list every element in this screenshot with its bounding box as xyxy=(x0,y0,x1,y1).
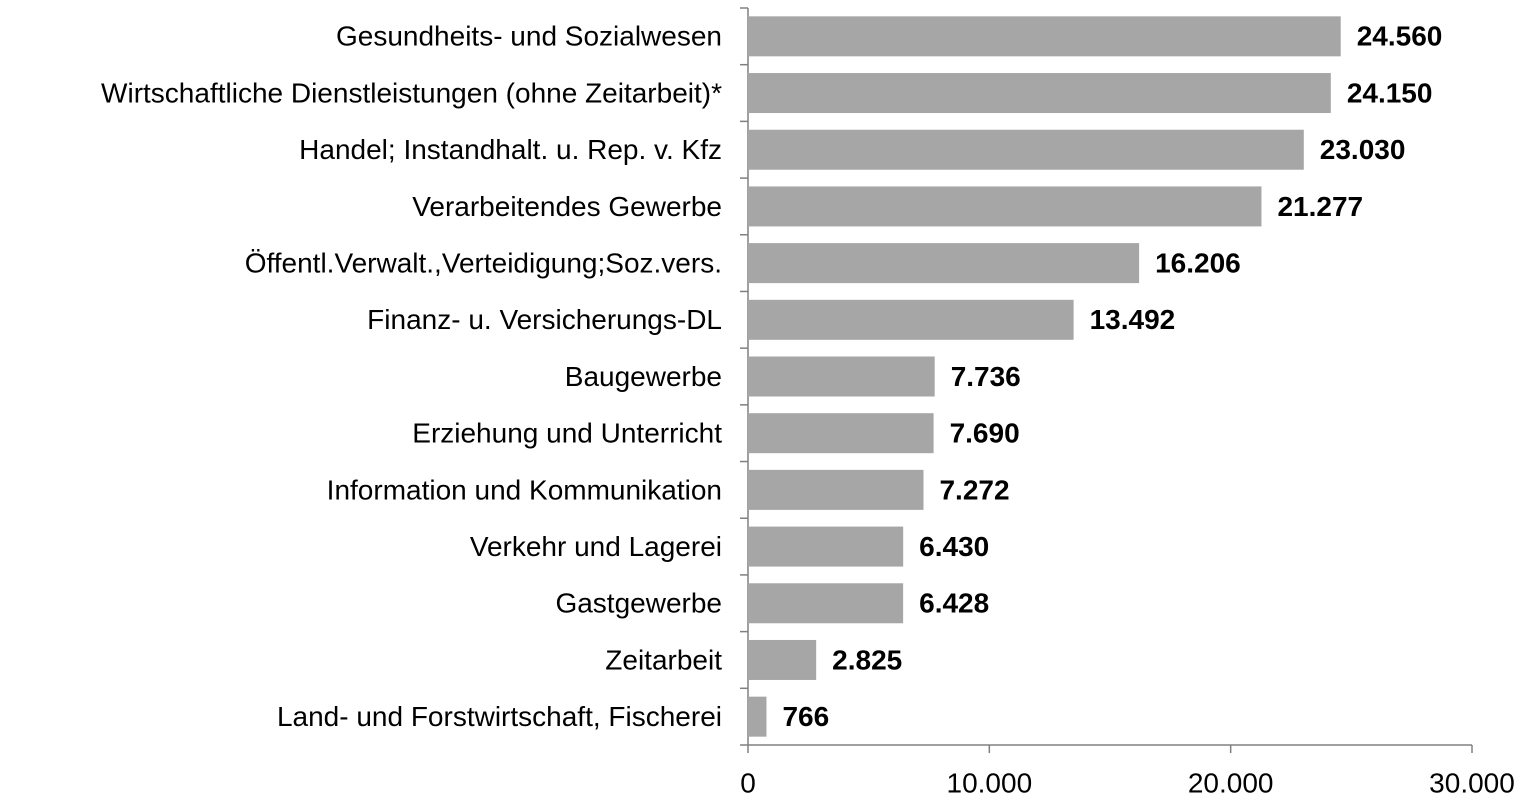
bar xyxy=(748,696,767,737)
bar xyxy=(748,73,1331,114)
bar xyxy=(748,129,1304,170)
x-tick-label: 10.000 xyxy=(947,767,1033,798)
y-tick-label: Wirtschaftliche Dienstleistungen (ohne Z… xyxy=(101,77,722,108)
value-label: 16.206 xyxy=(1155,248,1241,279)
value-label: 13.492 xyxy=(1090,304,1176,335)
y-tick-label: Öffentl.Verwalt.,Verteidigung;Soz.vers. xyxy=(245,248,722,279)
bar xyxy=(748,583,904,624)
bar xyxy=(748,243,1140,284)
value-label: 7.272 xyxy=(939,474,1009,505)
value-label: 24.560 xyxy=(1357,21,1443,52)
y-tick-label: Zeitarbeit xyxy=(605,644,722,675)
y-tick-label: Gesundheits- und Sozialwesen xyxy=(336,21,722,52)
x-tick-label: 0 xyxy=(740,767,756,798)
value-label: 24.150 xyxy=(1347,77,1433,108)
y-tick-label: Verarbeitendes Gewerbe xyxy=(412,191,722,222)
y-tick-label: Finanz- u. Versicherungs-DL xyxy=(367,304,722,335)
value-label: 766 xyxy=(782,701,829,732)
x-tick-label: 30.000 xyxy=(1429,767,1515,798)
x-tick-label: 20.000 xyxy=(1188,767,1274,798)
value-label: 6.430 xyxy=(919,531,989,562)
bar xyxy=(748,639,817,680)
value-label: 21.277 xyxy=(1277,191,1363,222)
bar xyxy=(748,526,904,567)
value-label: 6.428 xyxy=(919,588,989,619)
bar xyxy=(748,299,1074,340)
value-label: 23.030 xyxy=(1320,134,1406,165)
value-label: 2.825 xyxy=(832,644,902,675)
y-tick-label: Verkehr und Lagerei xyxy=(470,531,722,562)
value-label: 7.736 xyxy=(951,361,1021,392)
bar xyxy=(748,186,1262,227)
bar xyxy=(748,356,935,397)
bar xyxy=(748,413,934,454)
y-tick-label: Handel; Instandhalt. u. Rep. v. Kfz xyxy=(299,134,722,165)
y-tick-label: Gastgewerbe xyxy=(555,588,722,619)
y-tick-label: Baugewerbe xyxy=(565,361,722,392)
y-tick-label: Information und Kommunikation xyxy=(327,474,722,505)
value-label: 7.690 xyxy=(950,418,1020,449)
bar xyxy=(748,469,924,510)
y-tick-label: Erziehung und Unterricht xyxy=(412,418,722,449)
bar xyxy=(748,16,1341,57)
y-tick-label: Land- und Forstwirtschaft, Fischerei xyxy=(277,701,722,732)
